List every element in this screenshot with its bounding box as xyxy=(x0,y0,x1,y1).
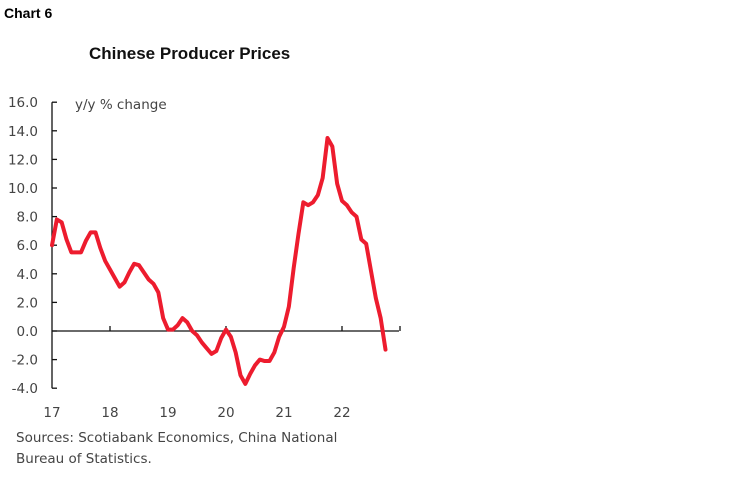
y-tick-label: 16.0 xyxy=(8,95,38,111)
source-note: Sources: Scotiabank Economics, China Nat… xyxy=(16,430,338,467)
x-tick-label: 22 xyxy=(333,405,350,421)
y-tick-label: -2.0 xyxy=(12,353,38,369)
chart-title: Chinese Producer Prices xyxy=(89,44,291,63)
y-tick-label: 8.0 xyxy=(17,210,38,226)
chart-label: Chart 6 xyxy=(4,5,53,21)
y-tick-label: 2.0 xyxy=(17,295,38,311)
x-tick-label: 20 xyxy=(217,405,234,421)
x-tick-label: 17 xyxy=(43,405,60,421)
x-tick-label: 21 xyxy=(275,405,292,421)
y-tick-label: 12.0 xyxy=(8,152,38,168)
y-tick-label: 14.0 xyxy=(8,124,38,140)
y-tick-label: 6.0 xyxy=(17,238,38,254)
x-tick-label: 19 xyxy=(159,405,176,421)
x-tick-label: 18 xyxy=(101,405,118,421)
y-tick-label: 4.0 xyxy=(17,267,38,283)
y-tick-label: -4.0 xyxy=(12,381,38,397)
series-line xyxy=(50,135,388,386)
y-tick-label: 10.0 xyxy=(8,181,38,197)
y-axis-label: y/y % change xyxy=(75,97,167,113)
y-tick-label: 0.0 xyxy=(17,324,38,340)
